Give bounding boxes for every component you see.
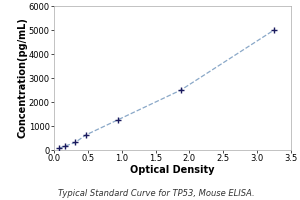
Point bbox=[178, 88, 183, 92]
Point bbox=[57, 147, 62, 150]
Point bbox=[115, 118, 120, 122]
Point bbox=[83, 133, 88, 137]
X-axis label: Optical Density: Optical Density bbox=[130, 165, 215, 175]
Y-axis label: Concentration(pg/mL): Concentration(pg/mL) bbox=[17, 18, 27, 138]
Point bbox=[73, 141, 78, 144]
Point bbox=[62, 145, 67, 148]
Text: Typical Standard Curve for TP53, Mouse ELISA.: Typical Standard Curve for TP53, Mouse E… bbox=[58, 189, 254, 198]
Point bbox=[272, 28, 277, 32]
